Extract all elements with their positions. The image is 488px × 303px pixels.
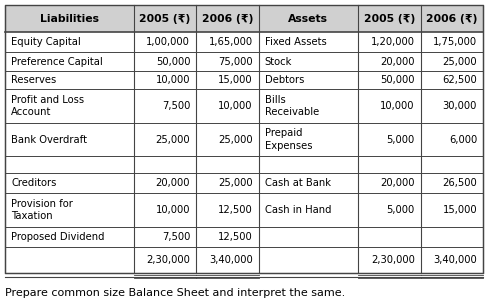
Text: Equity Capital: Equity Capital	[11, 37, 81, 47]
Text: 25,000: 25,000	[218, 135, 253, 145]
Text: Provision for
Taxation: Provision for Taxation	[11, 199, 73, 221]
Text: 3,40,000: 3,40,000	[433, 255, 477, 265]
Text: Assets: Assets	[288, 14, 328, 24]
Text: Cash in Hand: Cash in Hand	[264, 205, 331, 215]
Text: 1,65,000: 1,65,000	[208, 37, 253, 47]
Text: Cash at Bank: Cash at Bank	[264, 178, 330, 188]
Text: 10,000: 10,000	[156, 75, 190, 85]
Text: 1,00,000: 1,00,000	[146, 37, 190, 47]
Text: Prepaid
Expenses: Prepaid Expenses	[264, 128, 312, 151]
Text: 25,000: 25,000	[218, 178, 253, 188]
Text: Proposed Dividend: Proposed Dividend	[11, 232, 104, 242]
Text: 10,000: 10,000	[156, 205, 190, 215]
Text: 2005 (₹): 2005 (₹)	[364, 14, 415, 24]
Text: 7,500: 7,500	[162, 101, 190, 111]
Text: 20,000: 20,000	[380, 57, 415, 67]
Text: 10,000: 10,000	[218, 101, 253, 111]
Text: Creditors: Creditors	[11, 178, 57, 188]
Text: Fixed Assets: Fixed Assets	[264, 37, 326, 47]
Text: 2,30,000: 2,30,000	[371, 255, 415, 265]
Text: Liabilities: Liabilities	[40, 14, 99, 24]
Text: Reserves: Reserves	[11, 75, 56, 85]
Text: 25,000: 25,000	[443, 57, 477, 67]
Text: 3,40,000: 3,40,000	[209, 255, 253, 265]
Text: 20,000: 20,000	[380, 178, 415, 188]
Text: 75,000: 75,000	[218, 57, 253, 67]
Text: 50,000: 50,000	[380, 75, 415, 85]
Text: 1,20,000: 1,20,000	[371, 37, 415, 47]
Text: Profit and Loss
Account: Profit and Loss Account	[11, 95, 84, 117]
Text: Preference Capital: Preference Capital	[11, 57, 103, 67]
Text: 2005 (₹): 2005 (₹)	[140, 14, 191, 24]
Text: Debtors: Debtors	[264, 75, 304, 85]
Text: 15,000: 15,000	[443, 205, 477, 215]
Text: 50,000: 50,000	[156, 57, 190, 67]
Text: 7,500: 7,500	[162, 232, 190, 242]
Text: 5,000: 5,000	[386, 205, 415, 215]
Bar	[5, 5, 483, 32]
Text: Stock: Stock	[264, 57, 292, 67]
Text: 6,000: 6,000	[449, 135, 477, 145]
Text: 30,000: 30,000	[443, 101, 477, 111]
Text: 26,500: 26,500	[442, 178, 477, 188]
Text: 20,000: 20,000	[156, 178, 190, 188]
Text: Bank Overdraft: Bank Overdraft	[11, 135, 87, 145]
Text: 62,500: 62,500	[442, 75, 477, 85]
Text: 25,000: 25,000	[156, 135, 190, 145]
Bar	[5, 5, 483, 273]
Text: 5,000: 5,000	[386, 135, 415, 145]
Text: 12,500: 12,500	[218, 232, 253, 242]
Text: 2,30,000: 2,30,000	[146, 255, 190, 265]
Text: Prepare common size Balance Sheet and interpret the same.: Prepare common size Balance Sheet and in…	[5, 288, 345, 298]
Text: 12,500: 12,500	[218, 205, 253, 215]
Text: 15,000: 15,000	[218, 75, 253, 85]
Text: 10,000: 10,000	[380, 101, 415, 111]
Text: Bills
Receivable: Bills Receivable	[264, 95, 319, 117]
Text: 1,75,000: 1,75,000	[433, 37, 477, 47]
Text: 2006 (₹): 2006 (₹)	[426, 14, 478, 24]
Text: 2006 (₹): 2006 (₹)	[202, 14, 253, 24]
